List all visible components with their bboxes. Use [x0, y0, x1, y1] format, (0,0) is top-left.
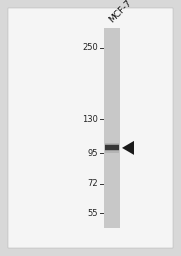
Bar	[104, 28, 120, 228]
Text: MCF-7: MCF-7	[108, 0, 134, 24]
Text: 250: 250	[82, 44, 98, 52]
Text: 95: 95	[87, 149, 98, 158]
Text: 55: 55	[87, 209, 98, 218]
Bar	[105, 143, 119, 153]
Polygon shape	[122, 141, 134, 155]
Bar	[105, 145, 119, 150]
Bar	[105, 144, 119, 151]
Text: 72: 72	[87, 179, 98, 188]
Text: 130: 130	[82, 115, 98, 124]
